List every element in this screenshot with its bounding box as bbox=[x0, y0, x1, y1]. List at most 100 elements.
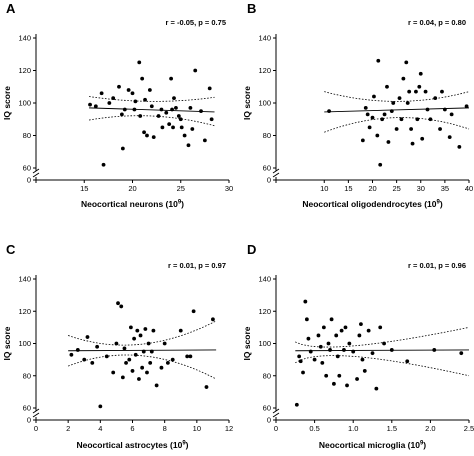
data-point bbox=[380, 117, 385, 122]
data-point bbox=[178, 328, 183, 333]
data-point bbox=[188, 354, 193, 359]
y-tick-label: 140 bbox=[18, 275, 31, 284]
y-tick-label: 140 bbox=[258, 275, 271, 284]
y-axis-break-mark bbox=[32, 168, 40, 174]
x-tick-label: 12 bbox=[225, 424, 233, 433]
data-point bbox=[425, 107, 430, 112]
data-point bbox=[347, 341, 352, 346]
data-point bbox=[137, 60, 142, 65]
data-point bbox=[442, 107, 447, 112]
data-point bbox=[339, 328, 344, 333]
data-point bbox=[145, 133, 149, 138]
data-point bbox=[365, 112, 370, 117]
regression-line bbox=[89, 107, 215, 113]
data-point bbox=[202, 138, 207, 143]
data-point bbox=[320, 360, 325, 365]
data-point bbox=[114, 341, 119, 346]
data-point bbox=[401, 76, 406, 81]
data-point bbox=[370, 351, 375, 356]
data-point bbox=[432, 348, 437, 352]
data-point bbox=[343, 325, 348, 330]
data-point bbox=[132, 107, 137, 112]
y-tick-label: 120 bbox=[18, 307, 31, 316]
data-point bbox=[128, 325, 133, 330]
y-tick-label: 100 bbox=[258, 339, 271, 348]
data-point bbox=[447, 135, 452, 140]
stat-annotation: r = 0.01, p = 0.96 bbox=[408, 261, 466, 270]
data-point bbox=[303, 299, 308, 304]
data-point bbox=[130, 91, 135, 96]
data-point bbox=[75, 348, 80, 352]
data-point bbox=[405, 359, 410, 364]
data-point bbox=[459, 351, 464, 356]
x-tick-label: 40 bbox=[465, 184, 473, 193]
data-point bbox=[188, 105, 193, 110]
y-axis-label: IQ score bbox=[242, 86, 252, 120]
data-point bbox=[372, 94, 376, 99]
data-point bbox=[351, 349, 356, 354]
data-point bbox=[146, 341, 151, 346]
data-point bbox=[171, 125, 175, 130]
x-tick-label: 1.5 bbox=[387, 424, 397, 433]
data-point bbox=[382, 112, 387, 117]
x-tick-label: 30 bbox=[225, 184, 233, 193]
data-point bbox=[407, 89, 412, 94]
data-point bbox=[329, 317, 334, 322]
x-tick-label: 25 bbox=[177, 184, 185, 193]
data-point bbox=[332, 381, 336, 386]
data-point bbox=[126, 88, 131, 92]
ci-lower-curve bbox=[324, 117, 470, 133]
data-point bbox=[145, 370, 149, 375]
y-tick-label: 60 bbox=[23, 164, 31, 173]
x-tick-label: 4 bbox=[98, 424, 102, 433]
data-point bbox=[122, 346, 127, 351]
data-point bbox=[176, 114, 181, 118]
data-point bbox=[148, 360, 153, 365]
data-point bbox=[142, 130, 146, 135]
y-tick-label: 80 bbox=[263, 371, 271, 380]
data-point bbox=[117, 84, 121, 89]
data-point bbox=[172, 96, 176, 101]
data-point bbox=[120, 146, 125, 151]
data-point bbox=[119, 304, 124, 309]
data-point bbox=[378, 162, 383, 167]
data-point bbox=[130, 369, 135, 373]
data-point bbox=[124, 360, 128, 365]
data-point bbox=[357, 333, 362, 338]
data-point bbox=[159, 107, 164, 112]
data-point bbox=[151, 328, 156, 333]
data-point bbox=[111, 370, 116, 375]
data-point bbox=[104, 354, 109, 359]
data-point bbox=[199, 109, 203, 114]
x-tick-label: 2 bbox=[66, 424, 70, 433]
data-point bbox=[154, 383, 159, 388]
data-point bbox=[397, 96, 402, 101]
ci-lower-curve bbox=[295, 355, 470, 377]
y-tick-label-zero: 0 bbox=[267, 416, 271, 425]
data-point bbox=[170, 357, 175, 362]
x-tick-label: 1.0 bbox=[348, 424, 358, 433]
data-point bbox=[363, 105, 368, 110]
data-point bbox=[209, 117, 214, 122]
x-axis-label: Neocortical oligodendrocytes (109) bbox=[302, 199, 443, 209]
data-point bbox=[119, 112, 124, 117]
data-point bbox=[326, 341, 331, 346]
data-point bbox=[385, 84, 389, 89]
data-point bbox=[391, 101, 396, 105]
data-point bbox=[140, 76, 145, 81]
data-point bbox=[137, 377, 141, 381]
data-point bbox=[321, 325, 326, 330]
y-axis-break-mark bbox=[32, 408, 40, 414]
y-axis-break-mark bbox=[272, 168, 280, 174]
data-point bbox=[375, 133, 380, 138]
data-point bbox=[327, 109, 331, 114]
x-tick-label: 0.5 bbox=[309, 424, 319, 433]
data-point bbox=[88, 102, 92, 107]
panel-letter: A bbox=[6, 1, 16, 16]
data-point bbox=[428, 117, 433, 122]
data-point bbox=[374, 386, 379, 391]
data-point bbox=[95, 344, 100, 349]
